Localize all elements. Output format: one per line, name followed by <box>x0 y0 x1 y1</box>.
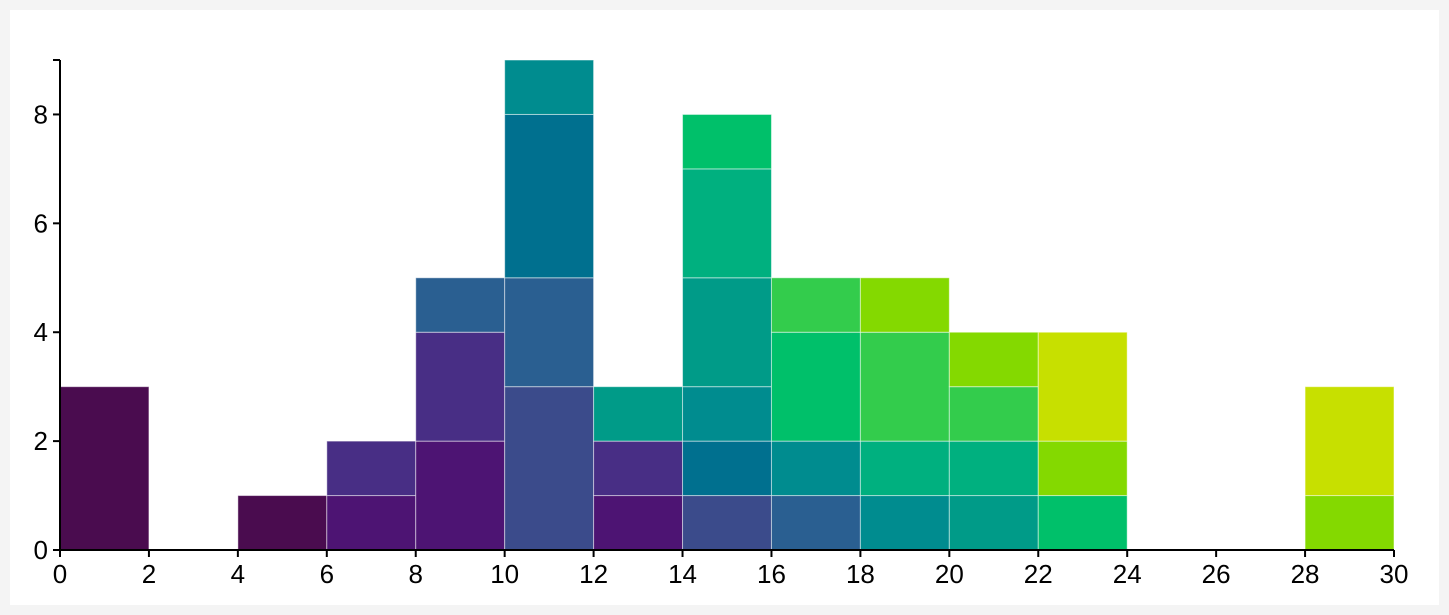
bar-segment-bin11-0 <box>1037 495 1128 551</box>
bar-segment-bin5-0 <box>504 386 595 551</box>
bars-group <box>59 59 1395 551</box>
y-tick-label: 2 <box>34 426 48 456</box>
x-tick-label: 2 <box>142 559 156 589</box>
bar-segment-bin9-1 <box>859 440 950 497</box>
x-tick-label: 14 <box>668 559 697 589</box>
bar-segment-bin7-3 <box>682 277 772 388</box>
x-axis: 0 2 4 6 8 10 12 14 16 18 20 22 24 26 28 30 <box>53 549 1409 589</box>
x-tick-label: 16 <box>757 559 786 589</box>
y-tick-label: 6 <box>34 208 48 238</box>
bar-segment-bin14-1 <box>1304 386 1395 497</box>
bar-segment-bin9-3 <box>859 277 950 333</box>
bar-segment-bin11-1 <box>1037 440 1128 497</box>
x-tick-label: 22 <box>1024 559 1053 589</box>
x-tick-label: 8 <box>408 559 422 589</box>
x-tick-label: 28 <box>1291 559 1320 589</box>
y-axis: 0 2 4 6 8 <box>34 59 61 565</box>
bar-segment-bin8-0 <box>770 495 861 551</box>
bar-segment-bin8-2 <box>770 331 861 442</box>
bar-segment-bin10-1 <box>948 440 1039 497</box>
bar-segment-bin10-0 <box>948 495 1039 551</box>
y-tick-label: 0 <box>34 535 48 565</box>
x-tick-label: 20 <box>935 559 964 589</box>
bar-segment-bin7-4 <box>682 168 772 279</box>
bar-segment-bin9-2 <box>859 331 950 442</box>
bar-segment-bin7-5 <box>682 113 772 170</box>
bar-segment-bin7-1 <box>682 440 772 497</box>
bar-segment-bin5-1 <box>504 277 595 388</box>
bar-segment-bin14-0 <box>1304 495 1395 551</box>
x-tick-label: 6 <box>320 559 334 589</box>
x-tick-label: 24 <box>1113 559 1142 589</box>
bar-segment-bin7-0 <box>682 495 772 551</box>
bar-segment-bin4-1 <box>415 331 506 442</box>
bar-segment-bin10-2 <box>948 386 1039 442</box>
x-tick-label: 30 <box>1380 559 1409 589</box>
bar-segment-bin7-2 <box>682 386 772 442</box>
bar-segment-bin3-0 <box>326 495 417 551</box>
bar-segment-bin10-3 <box>948 331 1039 388</box>
x-tick-label: 0 <box>53 559 67 589</box>
y-tick-label: 4 <box>34 317 48 347</box>
bar-segment-bin3-1 <box>326 440 417 497</box>
bar-segment-bin4-2 <box>415 277 506 333</box>
x-tick-label: 12 <box>579 559 608 589</box>
bar-segment-bin4-0 <box>415 440 506 551</box>
bar-segment-bin11-2 <box>1037 331 1128 442</box>
bar-segment-bin8-3 <box>770 277 861 333</box>
x-tick-label: 4 <box>231 559 245 589</box>
bar-segment-bin6-2 <box>593 386 684 442</box>
bar-segment-bin2-0 <box>237 495 328 551</box>
x-tick-label: 26 <box>1202 559 1231 589</box>
bar-segment-bin9-0 <box>859 495 950 551</box>
bar-segment-bin6-1 <box>593 440 684 497</box>
bar-segment-bin5-3 <box>504 59 595 115</box>
bar-segment-bin5-2 <box>504 113 595 279</box>
x-tick-label: 18 <box>846 559 875 589</box>
bar-segment-bin0-0 <box>59 386 150 551</box>
x-tick-label: 10 <box>490 559 519 589</box>
bar-segment-bin8-1 <box>770 440 861 497</box>
bar-segment-bin6-0 <box>593 495 684 551</box>
y-tick-label: 8 <box>34 99 48 129</box>
